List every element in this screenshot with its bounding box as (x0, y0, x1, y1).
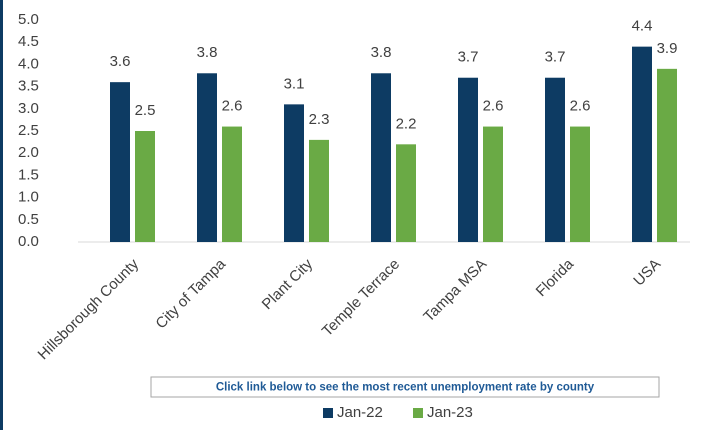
bar (110, 82, 130, 242)
data-label: 4.4 (632, 18, 653, 35)
y-tick-label: 4.5 (18, 33, 39, 50)
link-box[interactable] (150, 376, 660, 398)
data-label: 2.3 (309, 111, 330, 128)
left-border (0, 0, 3, 430)
data-label: 3.7 (458, 49, 479, 66)
bar (657, 68, 677, 242)
data-label: 3.8 (197, 44, 218, 61)
bar (222, 126, 242, 242)
data-label: 2.6 (483, 98, 504, 115)
x-tick-label: City of Tampa (152, 255, 229, 332)
x-tick-label: Hillsborough County (35, 255, 143, 363)
legend-label: Jan-22 (337, 404, 383, 421)
bar (197, 73, 217, 242)
x-tick-label: USA (630, 256, 664, 290)
bar (545, 77, 565, 242)
bar (483, 126, 503, 242)
y-tick-label: 2.5 (18, 122, 39, 139)
bar (458, 77, 478, 242)
bar (570, 126, 590, 242)
data-label: 2.2 (396, 115, 417, 132)
link-text[interactable]: Click link below to see the most recent … (216, 382, 595, 394)
data-label: 3.7 (545, 49, 566, 66)
legend-swatch (413, 408, 423, 418)
bar (284, 104, 304, 242)
bar (371, 73, 391, 242)
bar (632, 46, 652, 242)
data-label: 3.8 (371, 44, 392, 61)
y-tick-label: 0.0 (18, 233, 39, 250)
y-tick-label: 4.0 (18, 55, 39, 72)
data-label: 2.5 (135, 102, 156, 119)
x-tick-label: Temple Terrace (319, 256, 403, 340)
y-tick-label: 0.5 (18, 211, 39, 228)
legend-label: Jan-23 (427, 404, 473, 421)
y-tick-label: 3.0 (18, 100, 39, 117)
y-tick-label: 5.0 (18, 11, 39, 28)
bar (309, 139, 329, 242)
x-tick-label: Tampa MSA (420, 256, 490, 326)
y-tick-label: 2.0 (18, 144, 39, 161)
y-tick-label: 1.5 (18, 166, 39, 183)
bar (396, 144, 416, 242)
data-label: 2.6 (222, 98, 243, 115)
bar (135, 131, 155, 242)
x-tick-label: Plant City (259, 255, 317, 313)
data-label: 3.9 (657, 40, 678, 57)
x-tick-label: Florida (533, 255, 578, 300)
legend-swatch (323, 408, 333, 418)
data-label: 2.6 (570, 98, 591, 115)
y-tick-label: 1.0 (18, 189, 39, 206)
data-label: 3.6 (110, 53, 131, 70)
data-label: 3.1 (284, 75, 305, 92)
y-tick-label: 3.5 (18, 78, 39, 95)
